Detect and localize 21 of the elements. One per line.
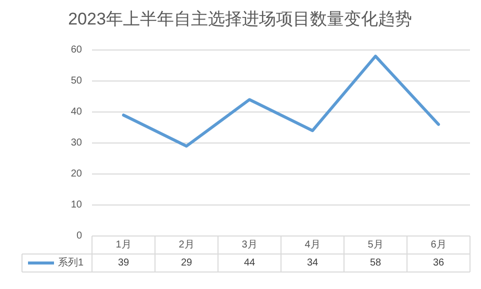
datalabel: 58	[370, 258, 382, 269]
ytick: 60	[70, 44, 82, 56]
datalabel: 39	[118, 258, 130, 269]
xtick: 5月	[368, 240, 384, 251]
ytick: 20	[70, 168, 82, 180]
ytick: 50	[70, 76, 82, 87]
datalabel: 44	[244, 258, 256, 269]
xtick: 6月	[430, 240, 446, 251]
datalabel: 34	[306, 258, 318, 269]
ytick: 30	[70, 138, 82, 149]
datalabel: 29	[180, 258, 192, 269]
ytick: 0	[76, 230, 82, 242]
xtick: 3月	[242, 240, 258, 251]
ytick: 10	[70, 200, 82, 211]
title: 2023年上半年自主选择进场项目数量变化趋势	[68, 9, 412, 28]
xtick: 2月	[178, 240, 194, 251]
datalabel: 36	[432, 258, 444, 269]
legend: 系列1	[58, 258, 84, 269]
xtick: 1月	[116, 240, 132, 251]
ytick: 40	[70, 106, 82, 118]
xtick: 4月	[304, 240, 320, 251]
